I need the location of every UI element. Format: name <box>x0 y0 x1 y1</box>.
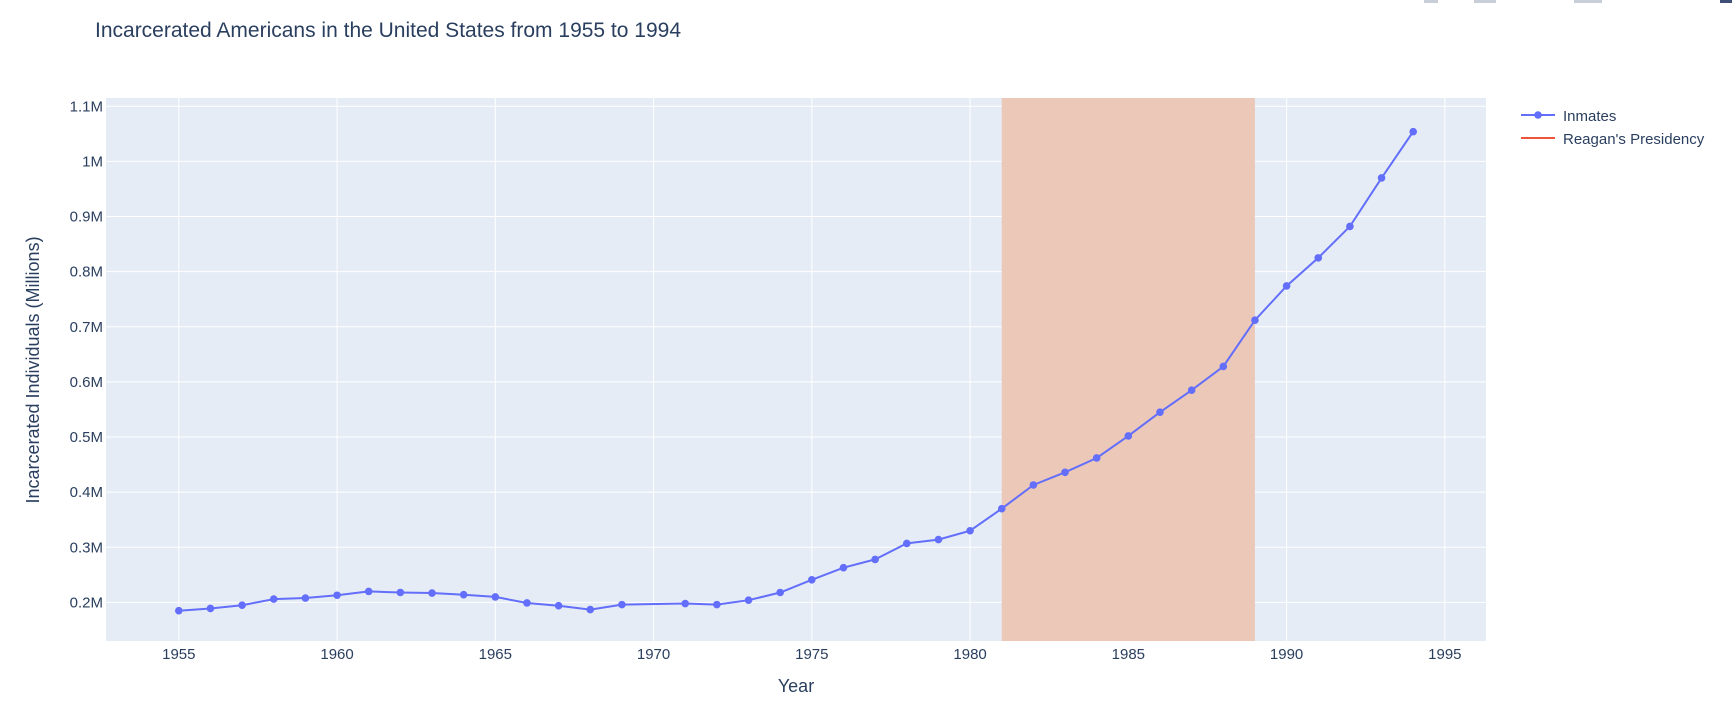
x-axis-ticks: 1955 1960 1965 1970 1975 1980 1985 1990 1995 <box>162 646 1461 663</box>
y-tick-label: 0.6M <box>70 374 103 391</box>
y-tick-label: 0.5M <box>70 429 103 446</box>
legend: Inmates Reagan's Presidency <box>1521 108 1705 148</box>
inmates-point[interactable] <box>1156 408 1164 417</box>
legend-inmates-label: Inmates <box>1563 108 1616 125</box>
inmates-point[interactable] <box>1409 127 1418 136</box>
x-tick-label: 1970 <box>637 646 670 663</box>
inmates-point[interactable] <box>1346 222 1354 231</box>
modebar-tool-icon[interactable] <box>1574 0 1602 3</box>
inmates-point[interactable] <box>174 606 183 615</box>
reagan-presidency-region <box>1001 98 1255 641</box>
x-tick-label: 1965 <box>479 646 512 663</box>
inmates-point[interactable] <box>934 535 943 544</box>
y-tick-label: 0.2M <box>70 594 103 611</box>
inmates-point[interactable] <box>491 593 500 601</box>
inmates-markers <box>174 127 1418 615</box>
inmates-point[interactable] <box>839 563 848 572</box>
x-tick-label: 1985 <box>1112 646 1145 663</box>
x-tick-label: 1995 <box>1428 646 1461 663</box>
inmates-point[interactable] <box>301 594 310 602</box>
plot-area <box>106 98 1486 641</box>
y-axis-ticks: 0.2M 0.3M 0.4M 0.5M 0.6M 0.7M 0.8M 0.9M 1M 1.1M <box>70 98 103 611</box>
inmates-point[interactable] <box>586 605 595 614</box>
inmates-point[interactable] <box>1219 362 1228 371</box>
inmates-point[interactable] <box>1092 454 1101 462</box>
inmates-point[interactable] <box>1029 481 1038 489</box>
inmates-point[interactable] <box>618 600 626 609</box>
y-tick-label: 0.3M <box>70 539 103 556</box>
x-tick-label: 1955 <box>162 646 195 663</box>
x-tick-label: 1975 <box>795 646 828 663</box>
plotly-logo-icon[interactable] <box>1720 0 1732 3</box>
modebar-tool-icon[interactable] <box>1424 0 1438 3</box>
inmates-point[interactable] <box>396 588 405 597</box>
inmates-point[interactable] <box>459 590 468 599</box>
inmates-point[interactable] <box>1282 282 1291 290</box>
y-tick-label: 1M <box>82 153 103 170</box>
inmates-point[interactable] <box>364 587 373 596</box>
inmates-point[interactable] <box>902 539 911 548</box>
y-tick-label: 0.8M <box>70 264 103 281</box>
inmates-point[interactable] <box>997 504 1006 513</box>
inmates-point[interactable] <box>554 601 563 610</box>
legend-item-inmates[interactable]: Inmates <box>1521 108 1616 125</box>
x-tick-label: 1980 <box>953 646 986 663</box>
y-tick-label: 0.7M <box>70 319 103 336</box>
y-tick-label: 0.9M <box>70 209 103 226</box>
y-tick-label: 0.4M <box>70 484 103 501</box>
inmates-point[interactable] <box>238 601 246 609</box>
inmates-point[interactable] <box>428 589 436 597</box>
chart-title: Incarcerated Americans in the United Sta… <box>95 19 681 42</box>
inmates-point[interactable] <box>808 576 816 584</box>
y-tick-label: 1.1M <box>70 98 103 115</box>
x-axis-title: Year <box>778 676 814 696</box>
inmates-point[interactable] <box>966 526 974 535</box>
inmates-point[interactable] <box>1377 174 1386 182</box>
inmates-point[interactable] <box>206 604 215 613</box>
inmates-point[interactable] <box>681 599 690 608</box>
inmates-point[interactable] <box>871 555 879 564</box>
inmates-point[interactable] <box>1314 254 1323 262</box>
legend-inmates-marker-icon <box>1534 111 1542 119</box>
inmates-point[interactable] <box>1187 386 1196 394</box>
inmates-point[interactable] <box>1251 316 1259 324</box>
legend-reagan-label: Reagan's Presidency <box>1563 131 1705 148</box>
inmates-point[interactable] <box>523 599 531 607</box>
x-tick-label: 1990 <box>1270 646 1303 663</box>
modebar[interactable] <box>1394 0 1734 4</box>
legend-item-reagan-presidency[interactable]: Reagan's Presidency <box>1521 131 1705 148</box>
modebar-tool-icon[interactable] <box>1474 0 1496 3</box>
y-axis-title: Incarcerated Individuals (Millions) <box>23 236 43 503</box>
x-tick-label: 1960 <box>320 646 353 663</box>
inmates-point[interactable] <box>776 588 784 597</box>
inmates-point[interactable] <box>269 595 278 603</box>
inmates-point[interactable] <box>1124 432 1133 440</box>
inmates-point[interactable] <box>333 591 341 600</box>
inmates-point[interactable] <box>713 600 721 609</box>
inmates-point[interactable] <box>744 596 753 605</box>
inmates-point[interactable] <box>1061 468 1069 477</box>
y-gridlines <box>106 105 1486 603</box>
